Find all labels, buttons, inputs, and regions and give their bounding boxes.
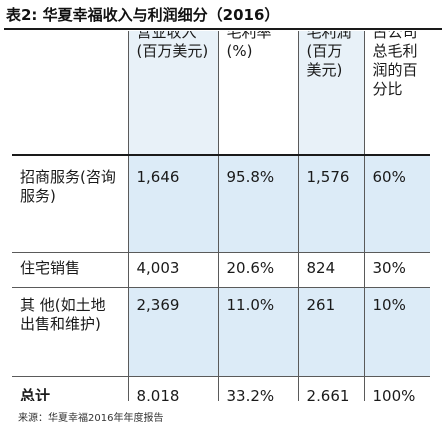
row-label: 招商服务(咨询服务): [12, 155, 129, 253]
header-revenue: 营业收入(百万美元): [128, 31, 219, 156]
table-row: 住宅销售 4,003 20.6% 824 30%: [12, 252, 430, 288]
cell-profit: 261: [298, 287, 365, 377]
cell-share: 10%: [364, 287, 430, 377]
title-divider: [4, 28, 442, 30]
cell-profit: 2,661: [298, 376, 365, 401]
cell-margin: 11.0%: [218, 287, 299, 377]
cell-revenue: 4,003: [128, 252, 219, 288]
cell-margin: 20.6%: [218, 252, 299, 288]
cell-share: 100%: [364, 376, 430, 401]
total-row: 总计 8,018 33.2% 2,661 100%: [12, 376, 430, 401]
header-share-text: 占公司总毛利润的百分比: [372, 31, 418, 98]
table-row: 其 他(如土地出售和维护) 2,369 11.0% 261 10%: [12, 287, 430, 377]
header-margin-text: 毛利率(%): [226, 31, 272, 60]
header-profit: 毛利润(百万美元): [298, 31, 365, 156]
table-row: 招商服务(咨询服务) 1,646 95.8% 1,576 60%: [12, 155, 430, 253]
row-label: 其 他(如土地出售和维护): [12, 287, 129, 377]
cell-profit: 1,576: [298, 155, 365, 253]
header-share: 占公司总毛利润的百分比: [364, 31, 430, 156]
cell-revenue: 2,369: [128, 287, 219, 377]
row-label: 住宅销售: [12, 252, 129, 288]
cell-margin: 33.2%: [218, 376, 299, 401]
cell-share: 60%: [364, 155, 430, 253]
cell-share: 30%: [364, 252, 430, 288]
cell-revenue: 1,646: [128, 155, 219, 253]
income-table: 营业收入(百万美元) 毛利率(%) 毛利润(百万美元) 占公司总毛利润的百分比 …: [12, 31, 430, 401]
total-label: 总计: [12, 376, 129, 401]
cell-revenue: 8,018: [128, 376, 219, 401]
table-header-row: 营业收入(百万美元) 毛利率(%) 毛利润(百万美元) 占公司总毛利润的百分比: [12, 31, 430, 156]
source-footnote: 来源：华夏幸福2016年年度报告: [18, 413, 164, 424]
table-title: 表2: 华夏幸福收入与利润细分（2016）: [6, 6, 280, 24]
header-profit-text: 毛利润(百万美元): [306, 31, 352, 79]
header-revenue-text: 营业收入(百万美元): [136, 31, 209, 60]
cell-margin: 95.8%: [218, 155, 299, 253]
cell-profit: 824: [298, 252, 365, 288]
header-blank-cell: [12, 31, 129, 156]
data-table: 营业收入(百万美元) 毛利率(%) 毛利润(百万美元) 占公司总毛利润的百分比 …: [12, 31, 430, 401]
header-margin: 毛利率(%): [218, 31, 299, 156]
